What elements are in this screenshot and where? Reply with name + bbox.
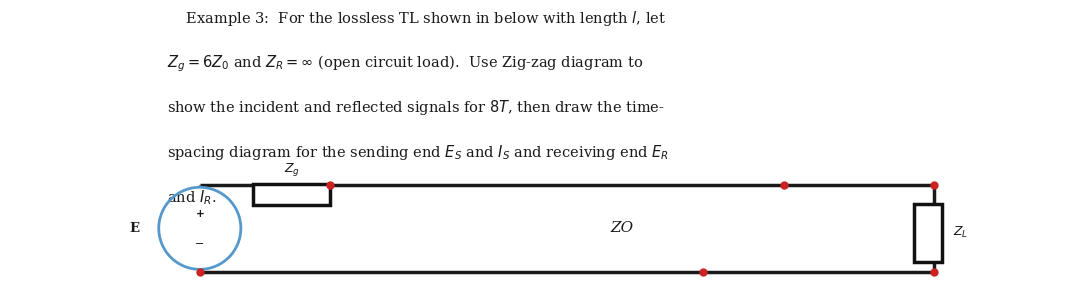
Text: $Z_g$: $Z_g$	[284, 161, 299, 178]
Text: +: +	[195, 209, 204, 219]
Text: $Z_L$: $Z_L$	[953, 225, 968, 240]
Text: and $I_R$.: and $I_R$.	[167, 188, 217, 207]
Text: −: −	[195, 239, 204, 249]
Text: spacing diagram for the sending end $E_S$ and $I_S$ and receiving end $E_R$: spacing diagram for the sending end $E_S…	[167, 143, 670, 162]
Bar	[914, 204, 942, 262]
Text: $Z_g = 6Z_0$ and $Z_R = \infty$ (open circuit load).  Use Zig-zag diagram to: $Z_g = 6Z_0$ and $Z_R = \infty$ (open ci…	[167, 53, 644, 74]
Bar	[253, 184, 330, 205]
Text: show the incident and reflected signals for $8T$, then draw the time-: show the incident and reflected signals …	[167, 98, 665, 117]
Text: Example 3:  For the lossless TL shown in below with length $l$, let: Example 3: For the lossless TL shown in …	[167, 9, 666, 28]
Text: E: E	[130, 222, 139, 235]
Text: ZO: ZO	[610, 221, 634, 235]
